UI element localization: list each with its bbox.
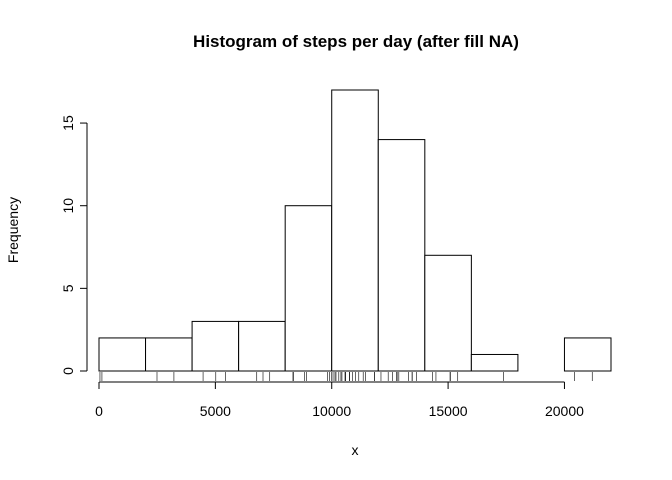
x-axis-label: x	[352, 442, 359, 458]
y-tick-label: 15	[60, 115, 76, 131]
x-tick-label: 20000	[545, 403, 584, 419]
x-tick-label: 10000	[312, 403, 351, 419]
y-axis: 0 5 10 15	[60, 115, 88, 375]
histogram-bar	[424, 254, 472, 372]
chart-title: Histogram of steps per day (after fill N…	[193, 32, 519, 51]
histogram-bar	[331, 89, 379, 372]
y-tick-label: 5	[60, 284, 76, 292]
rug-group	[99, 372, 593, 381]
x-tick-label: 5000	[200, 403, 231, 419]
histogram-bar	[145, 337, 193, 372]
y-tick-label: 10	[60, 198, 76, 214]
histogram-bar	[98, 337, 147, 372]
histogram-bar	[284, 205, 333, 372]
x-tick-label: 0	[95, 403, 103, 419]
histogram-bar	[377, 139, 426, 372]
y-axis-label: Frequency	[5, 197, 21, 263]
bars-group	[98, 89, 612, 372]
x-tick-label: 15000	[429, 403, 468, 419]
y-tick-label: 0	[60, 367, 76, 375]
histogram-bar	[238, 320, 286, 372]
x-axis: 0 5000 10000 15000 20000	[95, 381, 584, 419]
histogram-bar	[563, 337, 612, 372]
histogram-bar	[470, 353, 519, 372]
histogram-bar	[191, 320, 240, 372]
